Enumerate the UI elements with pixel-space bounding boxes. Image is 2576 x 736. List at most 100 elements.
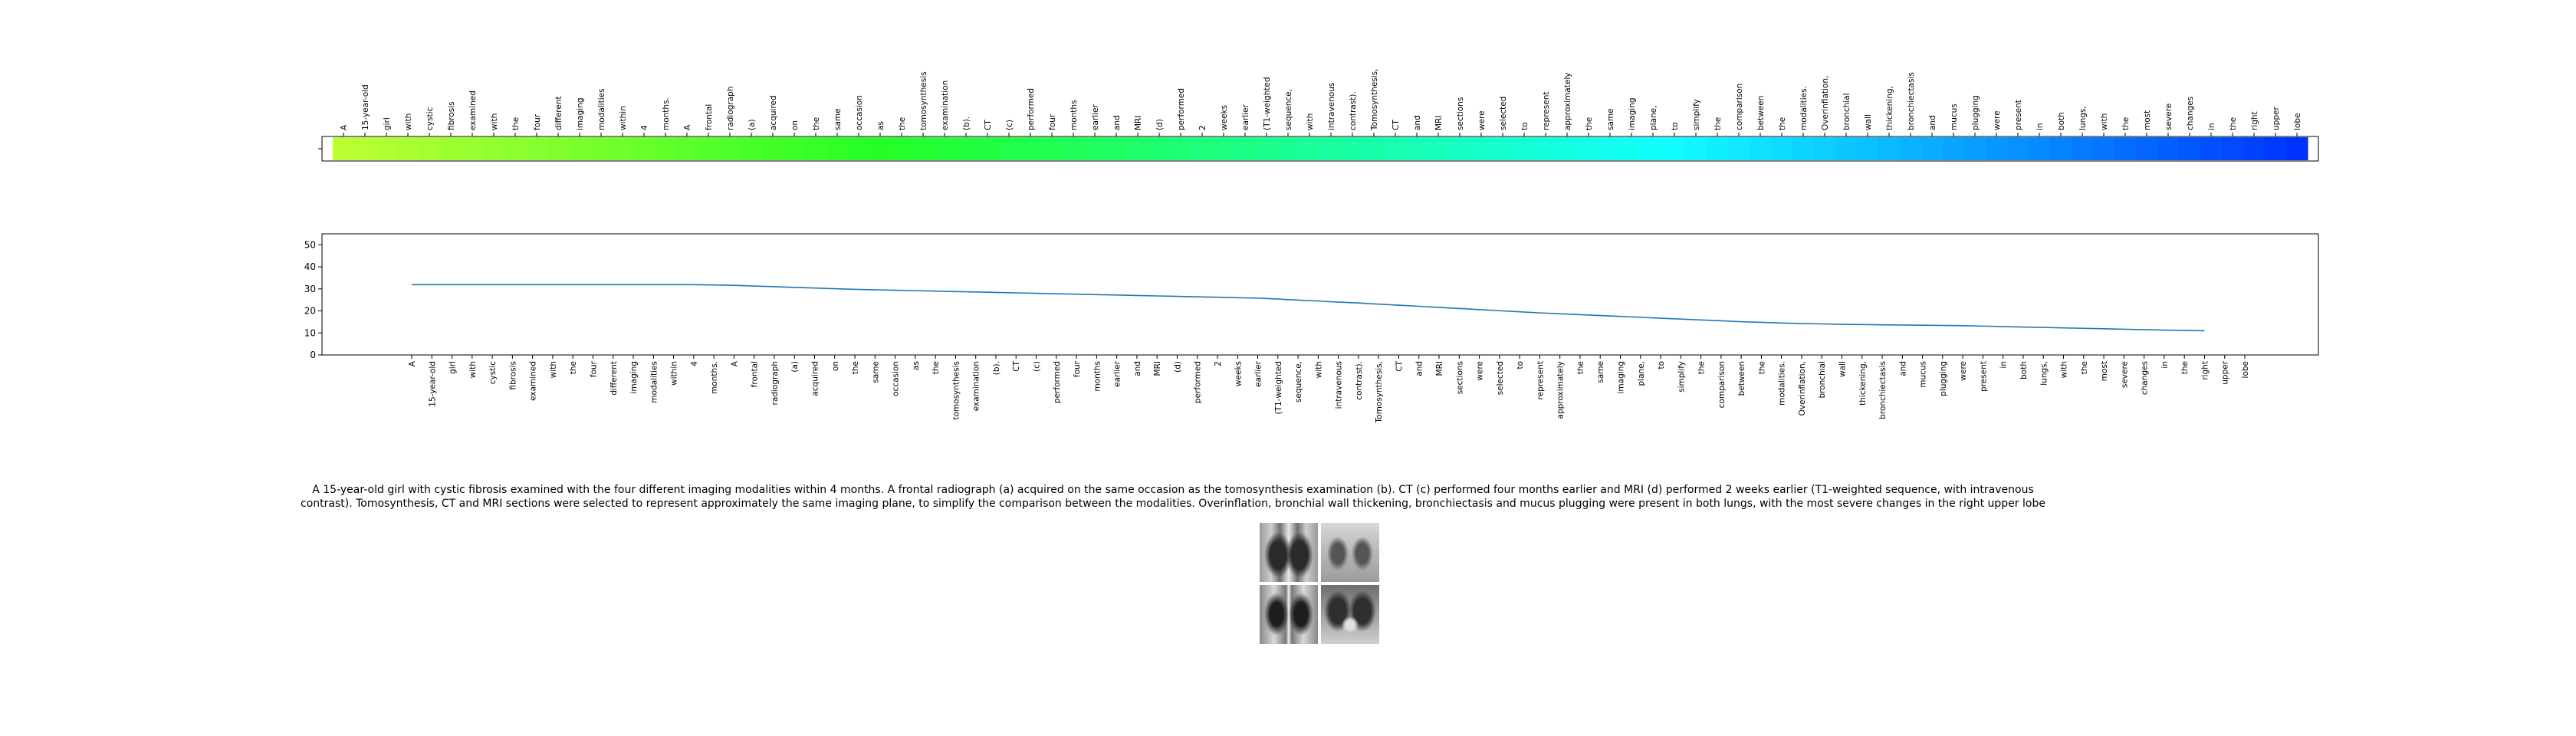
- strip-tick-label: in: [2036, 123, 2045, 130]
- strip-cell: [1256, 137, 1278, 160]
- strip-tick-label: Overinflation,: [1821, 76, 1830, 130]
- strip-cell: [784, 137, 806, 160]
- strip-cell: [2114, 137, 2137, 160]
- strip-tick-label: within: [619, 106, 628, 130]
- x-tick-label: (T1-weighted: [1274, 361, 1283, 415]
- x-tick-label: four: [1073, 360, 1082, 377]
- strip-cell: [1878, 137, 1901, 160]
- y-tick-label: 10: [304, 327, 316, 338]
- thumbnail-grid: [1260, 523, 1380, 644]
- strip-tick-label: modalities: [597, 88, 606, 130]
- strip-tick-label: the: [511, 117, 521, 130]
- figure-caption: A 15-year-old girl with cystic fibrosis …: [301, 484, 2045, 510]
- x-tick-label: girl: [449, 361, 458, 374]
- x-tick-label: four: [589, 360, 598, 377]
- strip-tick-label: were: [1993, 110, 2002, 130]
- strip-cell: [912, 137, 935, 160]
- x-tick-label: radiograph: [770, 361, 780, 406]
- strip-cell: [1428, 137, 1450, 160]
- strip-tick-label: between: [1756, 96, 1766, 130]
- strip-tick-label: to: [1671, 122, 1680, 130]
- strip-cell: [1642, 137, 1664, 160]
- strip-tick-label: changes: [2186, 97, 2195, 130]
- strip-cell: [1900, 137, 1922, 160]
- x-tick-label: acquired: [810, 361, 820, 396]
- x-tick-label: performed: [1053, 361, 1062, 403]
- strip-cell: [1921, 137, 1944, 160]
- strip-cell: [440, 137, 462, 160]
- strip-cell: [1685, 137, 1707, 160]
- x-tick-label: CT: [1012, 360, 1021, 371]
- strip-tick-label: the: [812, 117, 821, 130]
- line-plot-frame: [321, 233, 2319, 356]
- strip-tick-label: contrast).: [1349, 91, 1358, 130]
- x-tick-label: earlier: [1113, 360, 1122, 387]
- x-tick-label: on: [831, 361, 840, 371]
- x-tick-label: weeks: [1234, 361, 1243, 386]
- y-tick-label: 0: [310, 350, 316, 360]
- strip-cell: [633, 137, 656, 160]
- x-tick-label: the: [1697, 361, 1707, 374]
- strip-tick-label: CT: [1392, 120, 1401, 130]
- strip-tick-label: (c): [1005, 120, 1014, 130]
- ct-thumbnail: [1260, 585, 1318, 644]
- strip-cell: [719, 137, 741, 160]
- strip-cell: [354, 137, 376, 160]
- strip-tick-label: the: [2121, 117, 2131, 130]
- x-tick-label: in: [1999, 361, 2009, 369]
- radiograph-thumbnail: [1260, 523, 1318, 582]
- x-tick-label: intravenous: [1335, 361, 1344, 409]
- strip-tick-label: and: [1928, 115, 1937, 130]
- strip-tick-label: four: [1048, 113, 1057, 130]
- strip-cell: [1470, 137, 1493, 160]
- strip-tick-label: with: [1306, 113, 1315, 130]
- strip-cell: [998, 137, 1020, 160]
- strip-tick-label: mucus: [1950, 104, 1959, 130]
- x-tick-label: cystic: [488, 361, 498, 384]
- strip-tick-label: (d): [1155, 119, 1165, 130]
- strip-cell: [1020, 137, 1042, 160]
- strip-tick-label: in: [2207, 123, 2216, 130]
- x-tick-label: right: [2200, 361, 2210, 380]
- strip-cell: [805, 137, 827, 160]
- strip-tick-label: and: [1413, 115, 1422, 130]
- y-tick-label: 30: [304, 284, 316, 294]
- strip-cell: [397, 137, 419, 160]
- strip-tick-label: the: [898, 117, 907, 130]
- strip-tick-label: severe: [2164, 104, 2174, 130]
- strip-cell: [1814, 137, 1836, 160]
- x-tick-label: within: [670, 361, 679, 386]
- strip-cell: [2072, 137, 2094, 160]
- strip-tick-labels: A 15-year-old girl with cystic fibrosis examin…: [340, 69, 2302, 131]
- x-tick-label: fibrosis: [508, 361, 518, 390]
- x-tick-label: MRI: [1153, 361, 1162, 376]
- strip-tick-label: right: [2250, 111, 2259, 130]
- strip-tick-label: selected: [1499, 97, 1508, 130]
- strip-cell: [1320, 137, 1342, 160]
- strip-cell: [2050, 137, 2072, 160]
- strip-tick-label: simplify: [1692, 99, 1701, 130]
- x-tick-label: the: [2080, 361, 2089, 374]
- x-tick-label: Overinflation,: [1798, 361, 1807, 416]
- x-tick-label: the: [569, 361, 578, 374]
- strip-tick-label: occasion: [855, 95, 864, 130]
- x-tick-label: (c): [1033, 361, 1042, 372]
- strip-tick-label: A: [340, 124, 349, 130]
- strip-cell: [590, 137, 613, 160]
- x-tick-label: severe: [2120, 361, 2129, 388]
- strip-cell: [2093, 137, 2115, 160]
- strip-cell: [1728, 137, 1750, 160]
- strip-tick-label: the: [1585, 117, 1594, 130]
- strip-tick-label: plugging: [1971, 95, 1980, 130]
- strip-tick-label: 4: [640, 125, 649, 130]
- strip-tick-label: MRI: [1434, 116, 1444, 130]
- x-tick-label: in: [2160, 361, 2170, 369]
- strip-cell: [1084, 137, 1106, 160]
- strip-tick-label: four: [533, 113, 542, 130]
- x-tick-label: 15-year-old: [428, 361, 437, 407]
- strip-tick-label: 2: [1198, 125, 1208, 130]
- x-tick-label: upper: [2221, 360, 2230, 384]
- strip-tick-label: with: [404, 113, 413, 130]
- x-tick-label: the: [1576, 361, 1585, 374]
- strip-cell: [504, 137, 527, 160]
